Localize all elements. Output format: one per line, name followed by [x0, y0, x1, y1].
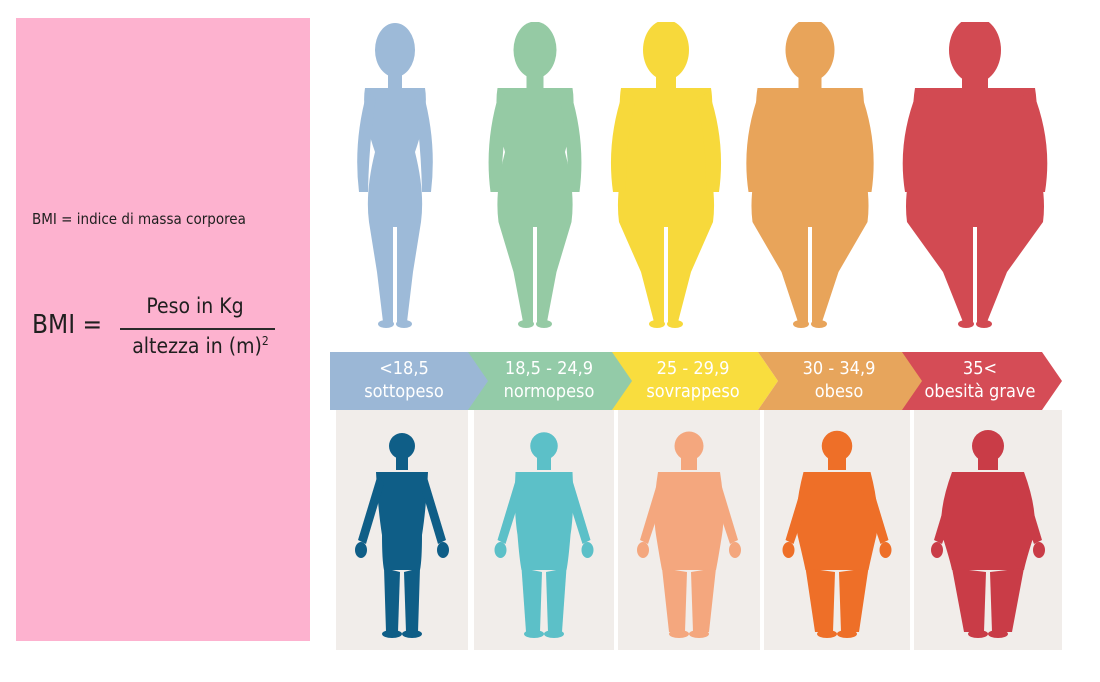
formula-denominator: altezza in (m)2: [118, 334, 283, 358]
female-silhouette-4: [745, 18, 875, 332]
category-range: 30 - 34,9: [802, 358, 876, 379]
exponent: 2: [261, 334, 269, 348]
female-silhouettes-row: [330, 17, 1065, 334]
category-range: 25 - 29,9: [656, 358, 730, 379]
male-silhouette-1: [336, 410, 468, 650]
formula-lhs: BMI =: [32, 310, 103, 340]
category-range: 18,5 - 24,9: [504, 358, 594, 379]
female-silhouette-5: [900, 17, 1050, 332]
formula-numerator: Peso in Kg: [146, 294, 244, 318]
category-range: <18,5: [379, 358, 429, 379]
bmi-category-chevron-4: 30 - 34,9 obeso: [758, 352, 924, 410]
male-silhouette-2: [474, 410, 614, 650]
female-silhouette-3: [610, 20, 722, 332]
male-silhouette-3: [618, 410, 760, 650]
bmi-category-chevron-3: 25 - 29,9 sovrappeso: [612, 352, 778, 410]
female-silhouette-1: [345, 22, 445, 332]
category-label: obeso: [814, 381, 864, 402]
male-silhouette-5: [914, 410, 1062, 650]
category-label: sovrappeso: [646, 381, 740, 402]
male-silhouettes-row: [336, 410, 1062, 650]
category-label: sottopeso: [364, 381, 444, 402]
bmi-formula: BMI = Peso in Kg altezza in (m)2: [32, 288, 302, 368]
bmi-category-chevron-5: 35< obesità grave: [902, 352, 1062, 410]
male-silhouette-4: [764, 410, 910, 650]
fraction-bar: [120, 328, 275, 330]
denominator-text: altezza in (m): [132, 334, 262, 358]
bmi-category-chevron-1: <18,5 sottopeso: [330, 352, 492, 410]
bmi-definition: BMI = indice di massa corporea: [32, 210, 246, 228]
bmi-category-chevron-2: 18,5 - 24,9 normopeso: [468, 352, 634, 410]
category-range: 35<: [962, 358, 998, 379]
female-silhouette-2: [485, 21, 585, 332]
category-label: normopeso: [503, 381, 595, 402]
bmi-scale-chevrons: <18,5 sottopeso 18,5 - 24,9 normopeso 25 - 2…: [330, 352, 1065, 410]
category-label: obesità grave: [924, 381, 1036, 402]
